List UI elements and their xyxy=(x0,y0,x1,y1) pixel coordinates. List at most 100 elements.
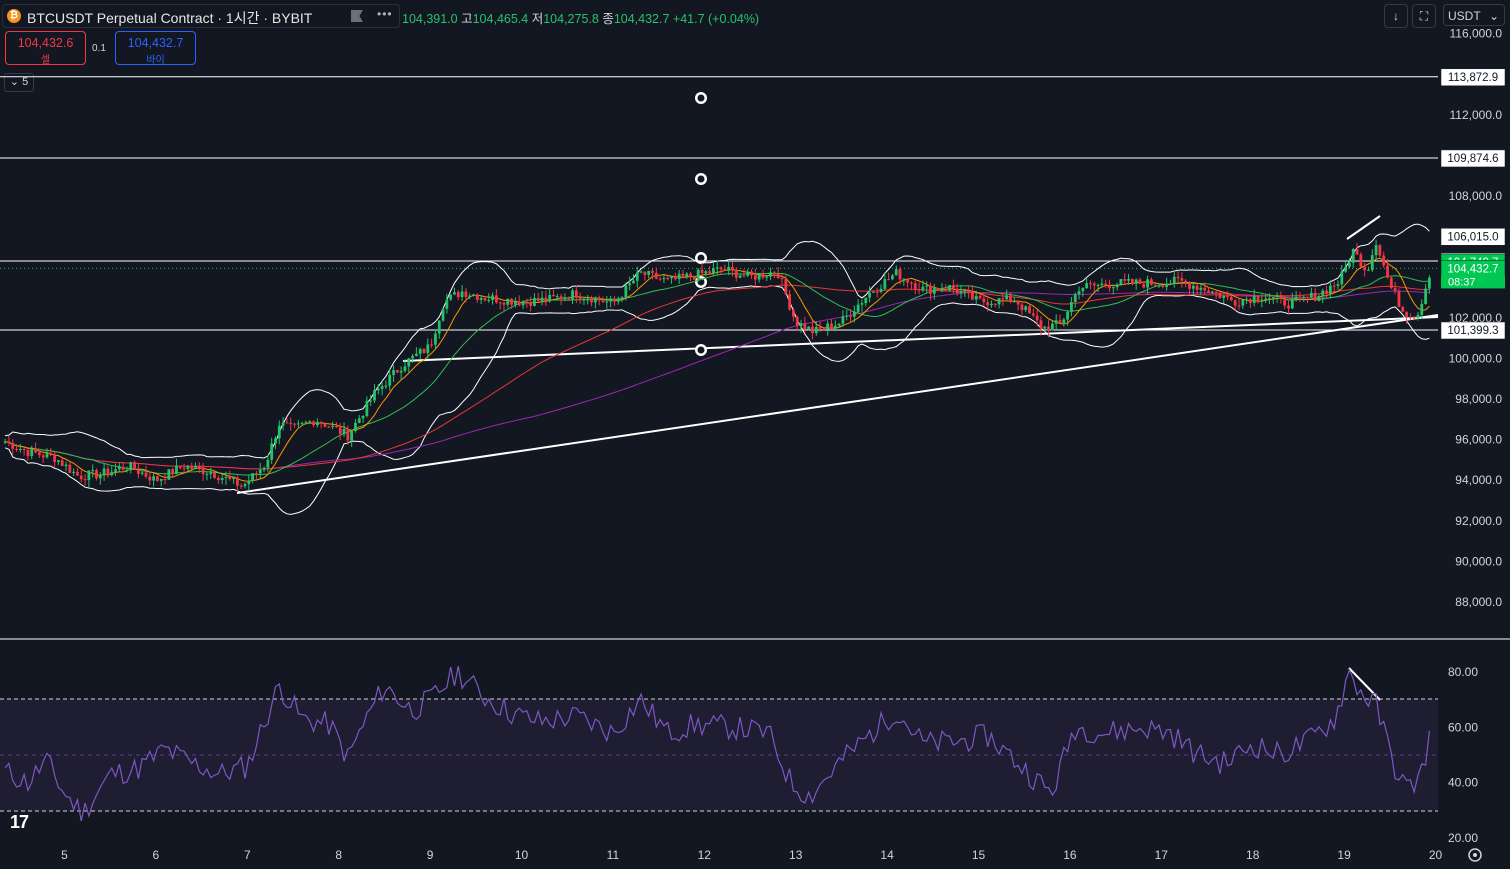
candle-body xyxy=(1226,295,1229,297)
candle-body xyxy=(449,294,453,300)
candle-body xyxy=(514,301,517,305)
candle-body xyxy=(1363,267,1367,271)
y-axis-tick-label: 90,000.0 xyxy=(1455,554,1502,568)
candle-body xyxy=(247,480,251,485)
more-options-icon[interactable]: ••• xyxy=(377,7,393,21)
candle-body xyxy=(502,302,506,305)
candle-body xyxy=(1169,283,1172,285)
candle-body xyxy=(1172,276,1176,284)
candle-body xyxy=(769,272,772,277)
candle-body xyxy=(182,467,186,469)
price-tag-box xyxy=(1440,228,1506,246)
candle-body xyxy=(1416,314,1420,319)
symbol-title: BTCUSDT Perpetual Contract · 1시간 · BYBIT xyxy=(27,10,313,26)
candle-body xyxy=(335,425,338,428)
candle-body xyxy=(700,269,704,274)
candle-body xyxy=(441,308,445,321)
candle-body xyxy=(163,478,167,480)
flag-icon[interactable] xyxy=(351,10,363,22)
indicators-collapse-button[interactable]: ⌄ 5 xyxy=(4,73,34,92)
fullscreen-icon[interactable]: ⛶ xyxy=(1412,4,1436,28)
candle-body xyxy=(251,473,255,481)
candle-body xyxy=(152,476,156,481)
candle-body xyxy=(3,441,7,443)
candle-body xyxy=(1332,285,1336,287)
candle-body xyxy=(1241,299,1245,306)
candle-body xyxy=(910,282,913,284)
chevron-down-icon: ⌄ xyxy=(9,76,20,88)
top-trend-line[interactable] xyxy=(1346,215,1381,240)
candle-body xyxy=(967,290,970,292)
candle-body xyxy=(1058,320,1062,323)
candle-body xyxy=(140,472,144,474)
candle-body xyxy=(1195,285,1199,290)
candle-body xyxy=(186,465,190,469)
level-price-tag-box xyxy=(1440,149,1506,168)
candle-body xyxy=(902,278,906,280)
candle-body xyxy=(974,295,978,300)
support-trend-line[interactable] xyxy=(402,316,1439,362)
candle-body xyxy=(1309,292,1313,298)
candle-body xyxy=(1340,271,1344,285)
chart-header: ₿ BTCUSDT Perpetual Contract · 1시간 · BYB… xyxy=(0,0,1510,32)
buy-button[interactable]: 104,432.7 바이 xyxy=(115,31,196,66)
candle-body xyxy=(563,297,567,300)
ascending-trend-line[interactable] xyxy=(236,314,1439,494)
price-tag: 104,432.7 xyxy=(1447,263,1498,275)
candle-body xyxy=(1184,280,1188,283)
candle-body xyxy=(852,311,856,317)
level-price-tag: 109,874.6 xyxy=(1447,153,1498,165)
candle-body xyxy=(373,390,376,401)
candle-body xyxy=(571,290,574,300)
candle-body xyxy=(258,469,262,474)
gear-icon[interactable] xyxy=(1468,848,1482,862)
candle-body xyxy=(1370,255,1374,270)
candle-body xyxy=(647,270,651,275)
countdown-label: 08:37 xyxy=(1448,276,1476,288)
y-axis-tick-label: 116,000.0 xyxy=(1450,27,1503,41)
candle-body xyxy=(239,485,243,487)
sell-button[interactable]: 104,432.6 셀 xyxy=(5,31,86,66)
candle-body xyxy=(1096,284,1100,286)
candle-body xyxy=(1249,299,1252,304)
candle-body xyxy=(144,472,148,477)
download-arrow-icon[interactable]: ↓ xyxy=(1384,4,1408,28)
candle-body xyxy=(856,304,860,312)
candle-body xyxy=(1378,245,1382,256)
candle-body xyxy=(1325,290,1328,294)
candle-body xyxy=(1203,287,1207,291)
candle-body xyxy=(136,469,140,474)
candle-body xyxy=(1313,292,1317,301)
candle-body xyxy=(95,470,98,479)
candle-body xyxy=(609,298,613,302)
rsi-axis-tick-label: 20.00 xyxy=(1448,831,1478,845)
candle-body xyxy=(1302,296,1306,298)
change-value: +41.7 (+0.04%) xyxy=(672,12,760,26)
candle-body xyxy=(1066,311,1070,320)
candle-body xyxy=(285,422,289,424)
rsi-trend-line[interactable] xyxy=(1348,667,1381,701)
sell-label: 셀 xyxy=(40,55,51,66)
candle-body xyxy=(963,290,967,292)
candle-body xyxy=(304,422,308,424)
currency-select[interactable]: USDT ⌄ xyxy=(1443,4,1505,26)
candle-body xyxy=(1191,285,1195,289)
candle-body xyxy=(666,278,670,280)
candle-body xyxy=(1134,279,1138,284)
alarm-clock-icon[interactable] xyxy=(695,173,707,185)
candle-body xyxy=(34,448,37,453)
alarm-clock-icon[interactable] xyxy=(695,92,707,104)
symbol-selector[interactable]: ₿ BTCUSDT Perpetual Contract · 1시간 · BYB… xyxy=(2,4,400,28)
candle-body xyxy=(266,459,270,468)
alarm-clock-icon[interactable] xyxy=(695,344,707,356)
x-axis-tick-label: 18 xyxy=(1246,848,1260,862)
candle-body xyxy=(76,471,79,476)
candle-body xyxy=(194,466,197,469)
candle-body xyxy=(319,421,323,424)
candle-body xyxy=(60,460,64,467)
candle-body xyxy=(1351,248,1355,263)
candle-body xyxy=(133,462,136,470)
candle-body xyxy=(312,421,315,426)
open-value: 104,391.0 xyxy=(402,12,458,26)
